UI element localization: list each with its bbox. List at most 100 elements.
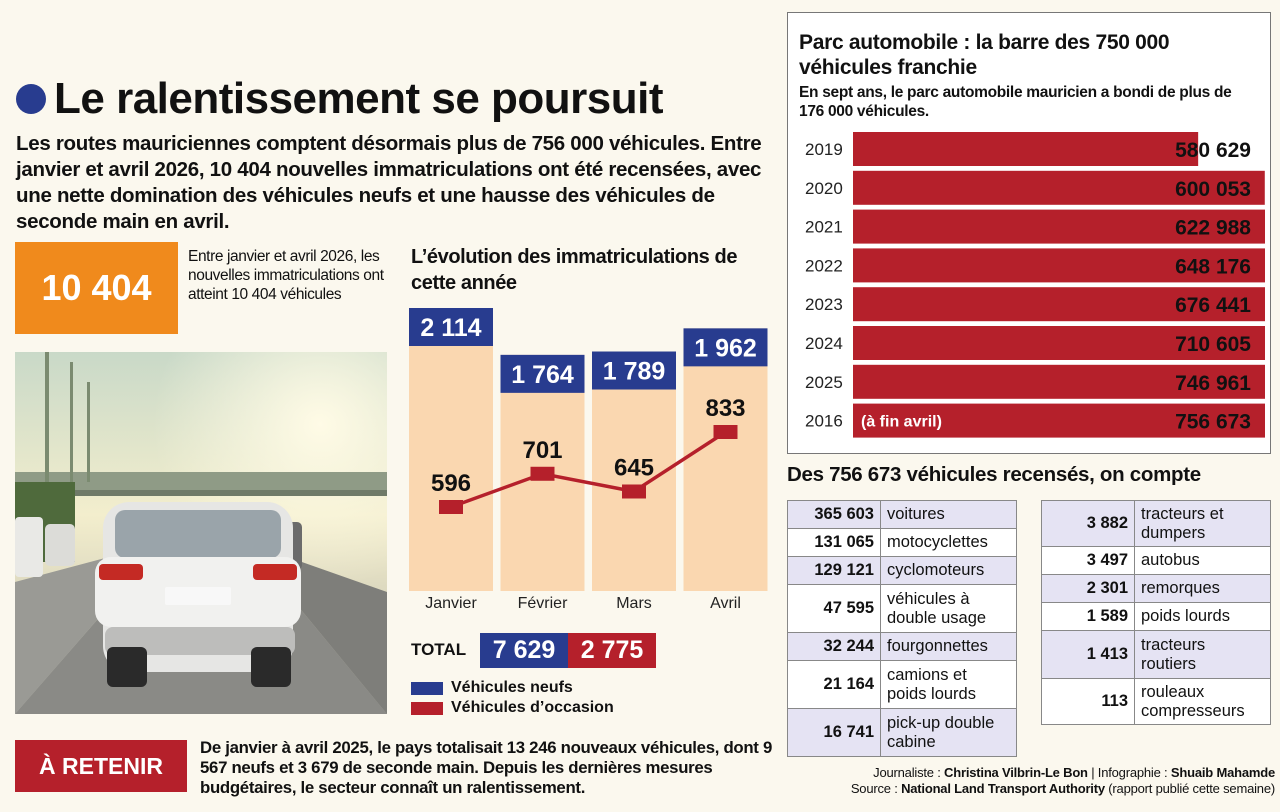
breakdown-value: 129 121 <box>787 556 881 585</box>
total-used-value: 2 775 <box>568 633 656 668</box>
used-vehicles-marker <box>713 425 738 439</box>
breakdown-row: 113 rouleaux compresseurs <box>1041 678 1271 725</box>
title-bullet-icon <box>16 84 46 114</box>
monthly-chart-title: L’évolution des immatriculations de cett… <box>411 246 738 294</box>
breakdown-value: 365 603 <box>787 500 881 529</box>
legend-used-swatch <box>411 701 443 715</box>
breakdown-row: 47 595 véhicules à double usage <box>787 584 1017 633</box>
used-vehicles-label: 596 <box>431 470 471 497</box>
used-vehicles-marker <box>530 466 555 481</box>
breakdown-row: 32 244 fourgonnettes <box>787 632 1017 661</box>
parc-bar <box>853 170 1265 205</box>
breakdown-row: 131 065 motocyclettes <box>787 528 1017 557</box>
breakdown-label: remorques <box>1134 574 1271 603</box>
legend-new-label: Véhicules neufs <box>451 679 573 696</box>
used-vehicles-marker <box>439 500 463 514</box>
total-new-value: 7 629 <box>480 633 568 668</box>
infographic-name: Shuaib Mahamde <box>1170 765 1275 780</box>
breakdown-label: véhicules à double usage <box>880 584 1017 633</box>
month-column <box>409 308 493 591</box>
breakdown-row: 3 882 tracteurs et dumpers <box>1041 500 1271 547</box>
year-label: 2016 <box>805 412 843 431</box>
parc-value-label: 746 961 <box>1175 372 1251 395</box>
breakdown-row: 3 497 autobus <box>1041 546 1271 575</box>
parc-bar <box>853 364 1265 399</box>
breakdown-value: 2 301 <box>1041 574 1135 603</box>
parc-value-label: 622 988 <box>1175 217 1251 240</box>
breakdown-value: 3 497 <box>1041 546 1135 575</box>
monthly-chart: 2 114 Janvier 1 764 Février 1 789 Mars 1 962 Av… <box>409 308 768 612</box>
breakdown-label: camions et poids lourds <box>880 660 1017 709</box>
highlight-value: 10 404 <box>15 242 178 334</box>
parc-value-label: 648 176 <box>1175 255 1251 278</box>
new-vehicles-header <box>683 328 768 367</box>
breakdown-value: 32 244 <box>787 632 881 661</box>
breakdown-table-left: 365 603 voitures 131 065 motocyclettes 129 1… <box>787 500 1017 757</box>
new-vehicles-header <box>500 354 585 393</box>
breakdown-row: 1 589 poids lourds <box>1041 602 1271 631</box>
year-label: 2024 <box>805 334 843 353</box>
parc-value-label: 580 629 <box>1175 139 1251 162</box>
breakdown-value: 1 589 <box>1041 602 1135 631</box>
breakdown-row: 1 413 tracteurs routiers <box>1041 630 1271 679</box>
breakdown-value: 131 065 <box>787 528 881 557</box>
new-vehicles-header <box>592 351 676 390</box>
breakdown-label: tracteurs routiers <box>1134 630 1271 679</box>
used-vehicles-marker <box>622 484 646 499</box>
retenir-label: À RETENIR <box>15 740 187 792</box>
new-vehicles-label: 1 789 <box>603 358 666 386</box>
new-vehicles-label: 1 962 <box>694 334 757 362</box>
credits-line-2: Source : National Land Transport Authori… <box>790 781 1275 797</box>
source-label: Source : <box>850 781 902 796</box>
breakdown-value: 47 595 <box>787 584 881 633</box>
month-label: Février <box>518 595 568 612</box>
breakdown-label: cyclomoteurs <box>880 556 1017 585</box>
legend-used: Véhicules d’occasion <box>411 699 614 717</box>
credits-line-1: Journaliste : Christina Vilbrin-Le Bon |… <box>790 765 1275 781</box>
year-label: 2022 <box>805 256 843 275</box>
breakdown-value: 113 <box>1041 678 1135 725</box>
breakdown-row: 365 603 voitures <box>787 500 1017 529</box>
new-vehicles-label: 1 764 <box>511 361 574 389</box>
parc-subtitle: En sept ans, le parc automobile mauricie… <box>799 84 1232 120</box>
credits: Journaliste : Christina Vilbrin-Le Bon |… <box>790 765 1275 797</box>
source-name: National Land Transport Authority <box>901 781 1105 796</box>
year-label: 2025 <box>805 373 843 392</box>
car-photo-illustration <box>15 352 387 714</box>
breakdown-label: rouleaux compresseurs <box>1134 678 1271 725</box>
breakdown-value: 16 741 <box>787 708 881 757</box>
used-vehicles-line <box>450 430 727 509</box>
month-label: Avril <box>710 595 741 612</box>
total-label: TOTAL <box>411 640 467 659</box>
breakdown-label: motocyclettes <box>880 528 1017 557</box>
breakdown-label: voitures <box>880 500 1017 529</box>
parc-bar <box>853 287 1265 322</box>
parc-value-label: 756 673 <box>1175 411 1251 434</box>
breakdown-row: 21 164 camions et poids lourds <box>787 660 1017 709</box>
breakdown-label: pick-up double cabine <box>880 708 1017 757</box>
parc-value-label: 600 053 <box>1175 178 1251 201</box>
infographic-label: | Infographie : <box>1087 765 1171 780</box>
parc-title: Parc automobile : la barre des 750 000 v… <box>799 31 1170 79</box>
parc-bar <box>853 403 1265 438</box>
legend-new-swatch <box>411 681 443 695</box>
intro-text: Les routes mauriciennes comptent désorma… <box>16 132 762 233</box>
month-label: Janvier <box>425 595 477 612</box>
breakdown-label: poids lourds <box>1134 602 1271 631</box>
breakdown-value: 1 413 <box>1041 630 1135 679</box>
parc-bar <box>853 248 1265 283</box>
parc-bar <box>853 132 1199 166</box>
retenir-text: De janvier à avril 2025, le pays totalis… <box>200 738 772 797</box>
highlight-caption: Entre janvier et avril 2026, les nouvell… <box>188 248 384 303</box>
new-vehicles-label: 2 114 <box>420 314 481 342</box>
breakdown-row: 16 741 pick-up double cabine <box>787 708 1017 757</box>
parc-note-left: (à fin avril) <box>861 414 942 431</box>
breakdown-label: fourgonnettes <box>880 632 1017 661</box>
month-column <box>683 328 768 591</box>
parc-chart: 2019 580 629 2020 600 053 2021 622 988 2022 648… <box>805 132 1265 438</box>
parc-bar <box>853 326 1265 360</box>
breakdown-label: autobus <box>1134 546 1271 575</box>
legend-used-label: Véhicules d’occasion <box>451 699 614 716</box>
breakdown-label: tracteurs et dumpers <box>1134 500 1271 547</box>
page-title: Le ralentissement se poursuit <box>54 74 664 123</box>
